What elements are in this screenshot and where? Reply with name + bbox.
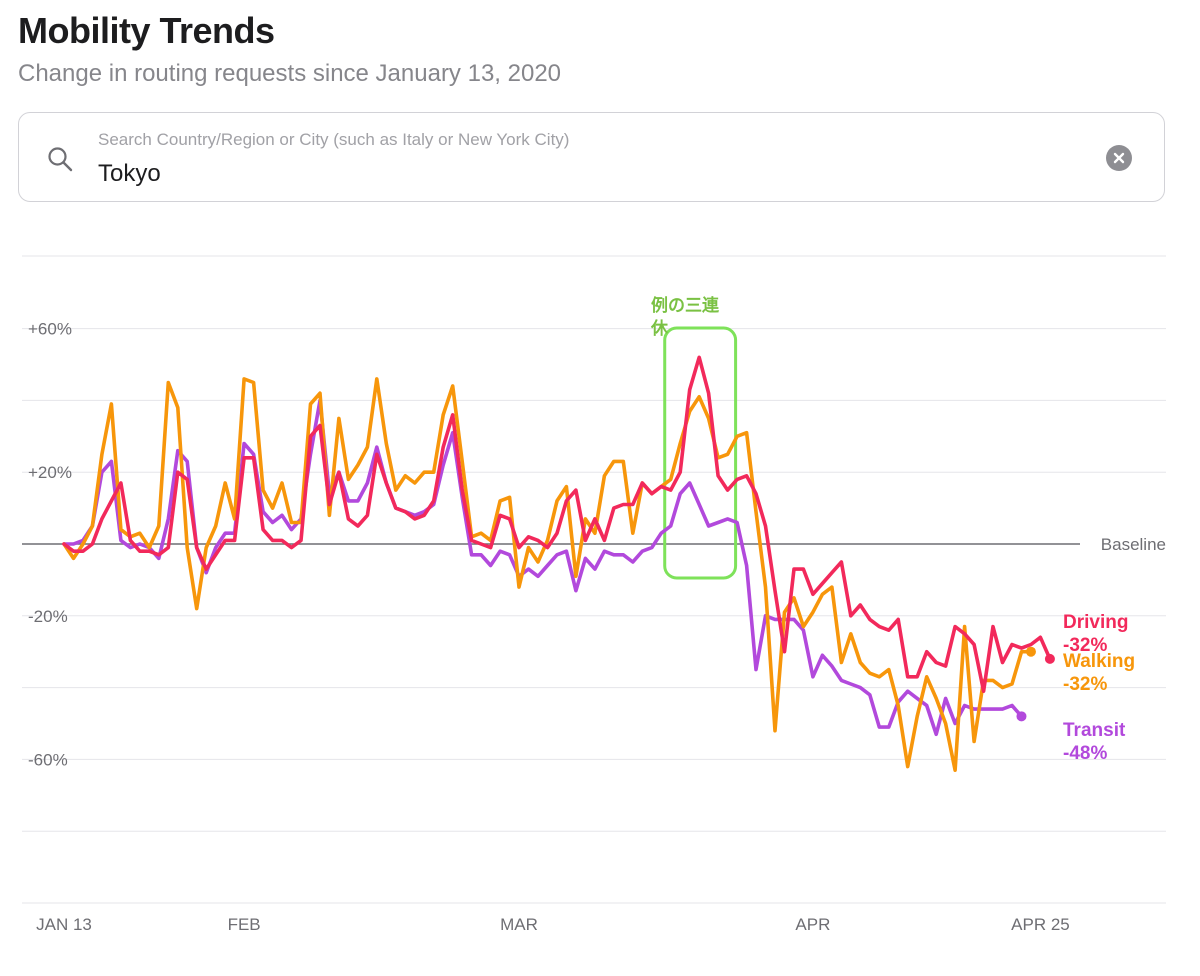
y-tick-label: -60%	[28, 750, 68, 769]
annotation-box	[663, 326, 738, 580]
series-line-transit	[62, 398, 1024, 737]
annotation-text-line1: 例の三連	[651, 295, 720, 316]
clear-search-button[interactable]	[1106, 145, 1132, 171]
x-axis-ticks: JAN 13 FEB MAR APR APR 25	[36, 915, 1070, 934]
search-input[interactable]: Tokyo	[98, 160, 161, 187]
x-tick-label: FEB	[228, 915, 261, 934]
page-subtitle: Change in routing requests since January…	[18, 60, 562, 87]
x-tick-label: APR	[795, 915, 830, 934]
series-labels: Driving-32%Walking-32%Transit-48%	[1063, 612, 1135, 764]
series-line-walking	[62, 377, 1033, 773]
chart-gridlines	[22, 255, 1166, 904]
series-end-dot-transit	[1016, 711, 1027, 722]
series-label-driving: Driving	[1063, 612, 1128, 633]
x-tick-label: JAN 13	[36, 915, 92, 934]
y-axis-ticks: +60% +20% -20% -60%	[28, 320, 72, 770]
page-title: Mobility Trends	[18, 10, 275, 51]
search-placeholder: Search Country/Region or City (such as I…	[98, 130, 570, 149]
series-label-transit: Transit	[1063, 720, 1126, 741]
x-tick-label: MAR	[500, 915, 538, 934]
x-tick-label: APR 25	[1011, 915, 1070, 934]
search-field[interactable]: Search Country/Region or City (such as I…	[18, 112, 1165, 202]
y-tick-label: +60%	[28, 320, 72, 339]
series-label-walking: Walking	[1063, 651, 1135, 672]
y-tick-label: +20%	[28, 463, 72, 482]
series-lines	[62, 355, 1055, 773]
clear-icon	[1113, 152, 1125, 164]
series-line-driving	[62, 355, 1052, 694]
series-value-transit: -48%	[1063, 743, 1107, 764]
baseline-label: Baseline	[1101, 535, 1166, 554]
series-end-dot-driving	[1044, 653, 1055, 664]
search-icon	[48, 147, 73, 172]
annotation-text-line2: 休	[650, 318, 669, 339]
series-end-dot-walking	[1025, 646, 1036, 657]
y-tick-label: -20%	[28, 607, 68, 626]
series-value-walking: -32%	[1063, 674, 1107, 695]
series-value-driving: -32%	[1063, 635, 1107, 656]
